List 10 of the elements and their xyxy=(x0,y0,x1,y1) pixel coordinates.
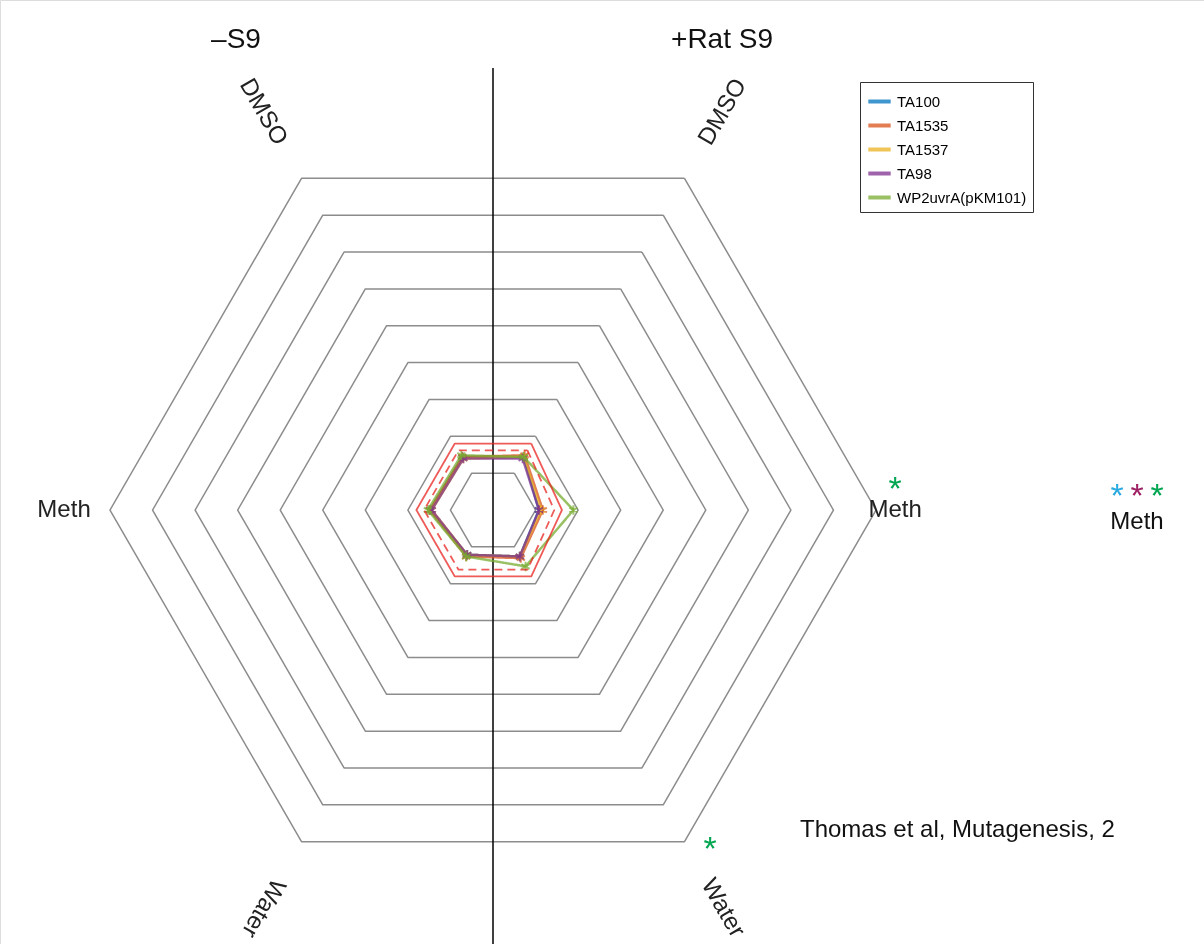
spoke-label: Meth xyxy=(37,495,91,522)
legend-label: WP2uvrA(pKM101) xyxy=(897,188,1027,206)
text: * xyxy=(703,829,717,867)
text: Thomas et al, Mutagenesis, 2 xyxy=(800,815,1115,842)
legend-label: TA1535 xyxy=(897,116,949,134)
legend-label: TA100 xyxy=(897,92,941,110)
text: –S9 xyxy=(211,23,261,54)
legend-label: TA98 xyxy=(897,164,932,182)
legend-label: TA1537 xyxy=(897,140,949,158)
text: +Rat S9 xyxy=(671,23,773,54)
